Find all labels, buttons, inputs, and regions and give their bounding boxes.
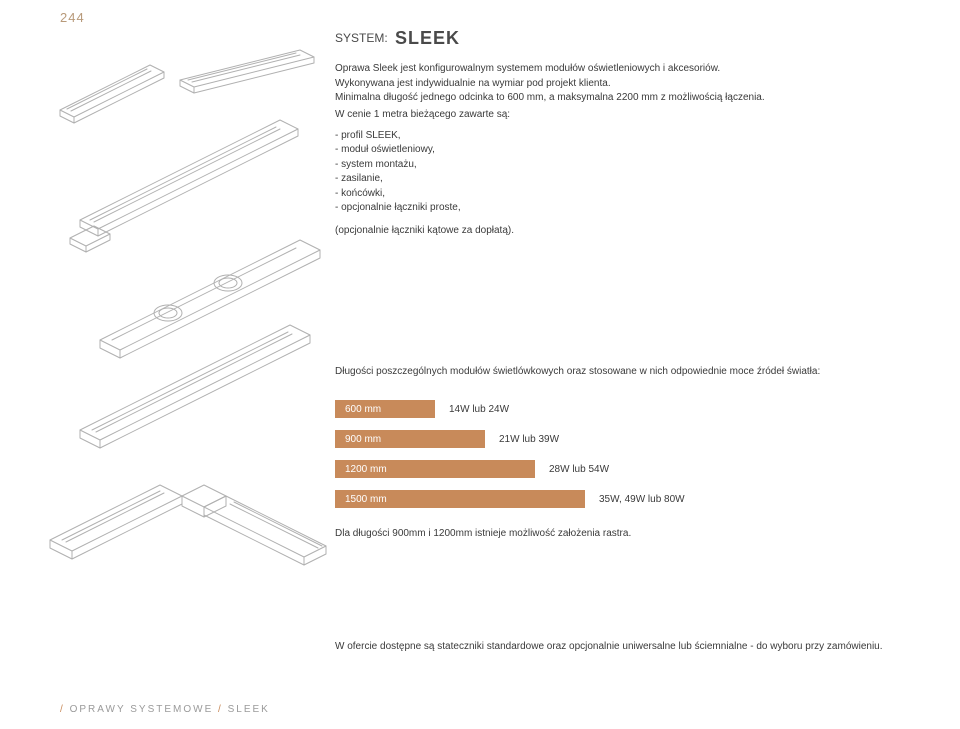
module-bar: 600 mm	[335, 400, 435, 418]
module-row: 1200 mm 28W lub 54W	[335, 460, 685, 478]
module-row: 1500 mm 35W, 49W lub 80W	[335, 490, 685, 508]
raster-note: Dla długości 900mm i 1200mm istnieje moż…	[335, 528, 631, 539]
modules-intro: Długości poszczególnych modułów świetlów…	[335, 365, 895, 379]
module-power: 35W, 49W lub 80W	[599, 494, 685, 505]
breadcrumb-item: OPRAWY SYSTEMOWE	[70, 704, 214, 715]
included-block: W cenie 1 metra bieżącego zawarte są: pr…	[335, 108, 895, 238]
included-item: profil SLEEK,	[335, 129, 895, 144]
module-power: 14W lub 24W	[449, 404, 509, 415]
intro-text: Oprawa Sleek jest konfigurowalnym system…	[335, 62, 895, 106]
included-title: W cenie 1 metra bieżącego zawarte są:	[335, 108, 895, 123]
brand-name: SLEEK	[395, 28, 460, 48]
module-row: 600 mm 14W lub 24W	[335, 400, 685, 418]
header: SYSTEM: SLEEK	[335, 28, 460, 49]
included-item: moduł oświetleniowy,	[335, 143, 895, 158]
system-label: SYSTEM:	[335, 31, 388, 45]
included-item: system montażu,	[335, 158, 895, 173]
breadcrumb-slash: /	[60, 704, 70, 715]
module-power: 28W lub 54W	[549, 464, 609, 475]
module-bars: 600 mm 14W lub 24W 900 mm 21W lub 39W 12…	[335, 400, 685, 520]
module-row: 900 mm 21W lub 39W	[335, 430, 685, 448]
page-number: 244	[60, 10, 85, 25]
footer-offer: W ofercie dostępne są stateczniki standa…	[335, 640, 895, 654]
module-bar: 900 mm	[335, 430, 485, 448]
breadcrumb: / OPRAWY SYSTEMOWE / SLEEK	[60, 704, 270, 715]
module-power: 21W lub 39W	[499, 434, 559, 445]
module-bar: 1200 mm	[335, 460, 535, 478]
optional-note: (opcjonalnie łączniki kątowe za dopłatą)…	[335, 224, 895, 239]
included-item: końcówki,	[335, 187, 895, 202]
product-illustration	[40, 40, 340, 600]
intro-line: Oprawa Sleek jest konfigurowalnym system…	[335, 62, 895, 77]
module-bar: 1500 mm	[335, 490, 585, 508]
intro-line: Wykonywana jest indywidualnie na wymiar …	[335, 77, 895, 92]
breadcrumb-slash: /	[218, 704, 228, 715]
included-list: profil SLEEK, moduł oświetleniowy, syste…	[335, 129, 895, 216]
intro-line: Minimalna długość jednego odcinka to 600…	[335, 91, 895, 106]
included-item: zasilanie,	[335, 172, 895, 187]
breadcrumb-item: SLEEK	[228, 704, 270, 715]
included-item: opcjonalnie łączniki proste,	[335, 201, 895, 216]
